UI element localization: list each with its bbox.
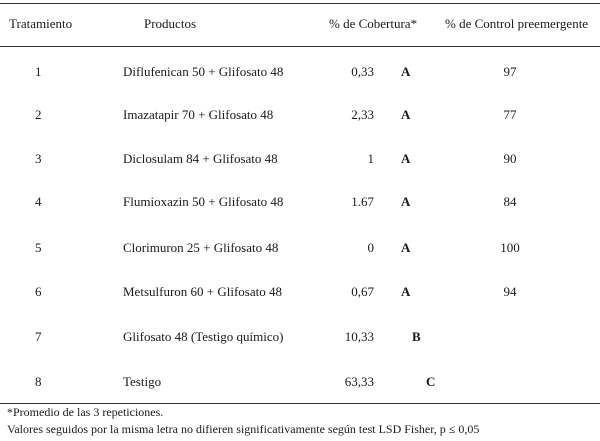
cell-tratamiento: 2 bbox=[35, 107, 42, 122]
cell-producto: Metsulfuron 60 + Glifosato 48 bbox=[123, 284, 282, 299]
cell-tratamiento: 5 bbox=[35, 240, 42, 255]
table-bottom-rule bbox=[0, 403, 600, 404]
cell-letra: C bbox=[426, 374, 436, 389]
cell-cobertura: 1.67 bbox=[351, 194, 374, 209]
header-cobertura: % de Cobertura* bbox=[329, 16, 418, 31]
cell-cobertura: 0,33 bbox=[351, 64, 374, 79]
cell-control: 100 bbox=[500, 240, 520, 255]
cell-letra: A bbox=[401, 240, 411, 255]
cell-letra: A bbox=[401, 64, 411, 79]
cell-tratamiento: 7 bbox=[35, 329, 42, 344]
cell-producto: Flumioxazin 50 + Glifosato 48 bbox=[123, 194, 284, 209]
cell-cobertura: 0,67 bbox=[351, 284, 374, 299]
table-top-rule bbox=[0, 3, 600, 4]
cell-letra: A bbox=[401, 107, 411, 122]
header-control: % de Control preemergente bbox=[445, 16, 589, 31]
cell-cobertura: 10,33 bbox=[344, 329, 374, 344]
cell-letra: A bbox=[401, 151, 411, 166]
cell-cobertura: 2,33 bbox=[351, 107, 374, 122]
cell-tratamiento: 1 bbox=[35, 64, 42, 79]
footnote-promedio: *Promedio de las 3 repeticiones. bbox=[7, 405, 164, 419]
cell-producto: Clorimuron 25 + Glifosato 48 bbox=[123, 240, 279, 255]
cell-tratamiento: 4 bbox=[35, 194, 42, 209]
cell-producto: Testigo bbox=[123, 374, 162, 389]
cell-letra: B bbox=[412, 329, 421, 344]
cell-letra: A bbox=[401, 194, 411, 209]
header-bottom-rule bbox=[0, 46, 600, 47]
cell-cobertura: 1 bbox=[367, 151, 375, 166]
cell-letra: A bbox=[401, 284, 411, 299]
footnote-significancia: Valores seguidos por la misma letra no d… bbox=[7, 422, 480, 436]
header-productos: Productos bbox=[144, 16, 196, 31]
cell-control: 84 bbox=[503, 194, 517, 209]
cell-producto: Imazatapir 70 + Glifosato 48 bbox=[123, 107, 274, 122]
cell-cobertura: 63,33 bbox=[344, 374, 374, 389]
cell-control: 77 bbox=[503, 107, 517, 122]
cell-tratamiento: 3 bbox=[35, 151, 42, 166]
header-tratamiento: Tratamiento bbox=[9, 16, 73, 31]
cell-control: 97 bbox=[503, 64, 517, 79]
cell-producto: Glifosato 48 (Testigo químico) bbox=[123, 329, 284, 344]
cell-control: 90 bbox=[503, 151, 517, 166]
cell-producto: Diclosulam 84 + Glifosato 48 bbox=[123, 151, 278, 166]
cell-tratamiento: 6 bbox=[35, 284, 42, 299]
cell-control: 94 bbox=[503, 284, 517, 299]
cell-cobertura: 0 bbox=[367, 240, 375, 255]
cell-producto: Diflufenican 50 + Glifosato 48 bbox=[123, 64, 284, 79]
cell-tratamiento: 8 bbox=[35, 374, 42, 389]
